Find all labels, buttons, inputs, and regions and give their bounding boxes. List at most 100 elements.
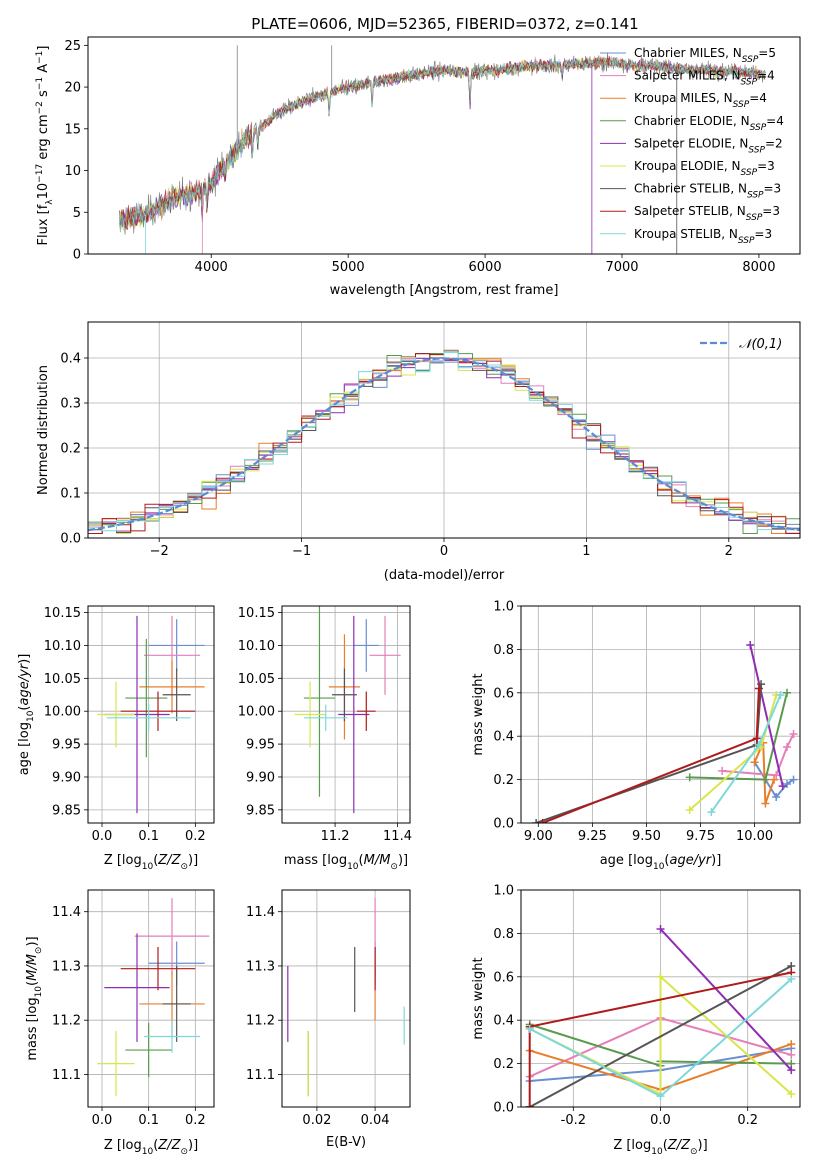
- residuals-ytick-label: 0.2: [60, 442, 81, 457]
- spectrum-xtick-label: 6000: [469, 260, 502, 275]
- weight_vs_age-marker-4: [783, 688, 792, 697]
- weight_vs_age-marker-1: [783, 779, 792, 788]
- spectrum-xtick-label: 5000: [332, 260, 365, 275]
- age_vs_mass-ytick-label: 10.05: [238, 672, 275, 687]
- weight_vs_age-marker-7: [757, 680, 766, 689]
- mass-vs-z-xlabel-part: (: [153, 1138, 158, 1153]
- spectrum-legend-label-8: Salpeter STELIB, NSSP=3: [634, 204, 780, 223]
- age-vs-z-ylabel-part: age [log: [17, 722, 32, 775]
- weight_vs_age-marker-7: [532, 819, 541, 823]
- age_vs_mass-points-group: [294, 606, 401, 814]
- mass_vs_ebv-ytick-label: 11.4: [246, 905, 275, 920]
- spectrum-legend-label-5-part: Salpeter ELODIE, N: [634, 136, 748, 150]
- spectrum-legend-label-7-part: =3: [764, 182, 782, 196]
- spectrum-legend-label-6-part: =3: [757, 159, 775, 173]
- weight_vs_age-ytick-label: 0.4: [493, 730, 514, 745]
- weight_vs_age-marker-2: [783, 743, 792, 752]
- age_vs_mass-xtick-label: 11.4: [383, 829, 412, 844]
- mass_vs_ebv-xtick-label: 0.02: [302, 1113, 331, 1128]
- spectrum-ylabel-part: −1: [35, 77, 45, 90]
- weight-vs-z-xlabel-part: (: [663, 1138, 668, 1153]
- weight-vs-z-xlabel-part: Z/Z: [667, 1138, 691, 1153]
- spectrum-legend-label-3-part: SSP: [733, 100, 750, 110]
- age-vs-z-xlabel-part: (: [153, 853, 158, 868]
- spectrum-legend-label-2-part: SSP: [741, 78, 758, 88]
- weight_vs_Z-marker-9: [787, 974, 796, 983]
- spectrum-series-group: [119, 45, 767, 254]
- age-vs-mass-xlabel-part: mass [log: [284, 853, 347, 868]
- age-vs-z-xlabel: Z [log10(Z/Z⊙)]: [104, 853, 198, 872]
- weight_vs_age-marker-8: [538, 819, 547, 823]
- age-vs-z-ylabel-part: 10: [26, 710, 36, 722]
- weight_vs_Z-marker-9: [656, 1092, 665, 1101]
- mass-vs-z-ylabel-part: (: [25, 981, 40, 986]
- spectrum-ylabel-part: −17: [35, 164, 45, 183]
- age_vs_mass-xtick-label: 11.2: [321, 829, 350, 844]
- mass-vs-z-xlabel-part: Z/Z: [157, 1138, 181, 1153]
- mass_vs_ebv-ytick-label: 11.3: [246, 959, 275, 974]
- residuals-xtick-label: −2: [150, 544, 169, 559]
- mass_vs_Z-frame: [87, 889, 215, 1108]
- spectrum-legend-label-3-part: Kroupa MILES, N: [634, 91, 733, 105]
- spectrum-legend-label-2-part: Salpeter MILES, N: [634, 69, 741, 83]
- spectrum-ylabel-part: A: [36, 64, 51, 77]
- spectrum-model-line-9: [119, 56, 766, 230]
- spectrum-legend-label-7-part: SSP: [747, 191, 764, 201]
- spectrum-legend-label-1-part: SSP: [742, 55, 759, 65]
- weight_vs_age-ytick-label: 1.0: [493, 600, 514, 615]
- residuals-panel: −2 −1 0 1 2 0.0 0.1 0.2 0.3 0.4 (data-model)/error…: [36, 321, 801, 583]
- age-vs-z-ylabel-part: age/yr: [17, 662, 32, 705]
- age_vs_mass-panel: 11.2 11.4 9.85 9.90 9.95 10.00 10.05 10.10 10.15…: [238, 605, 412, 872]
- spectrum-legend-label-4-part: Chabrier ELODIE, N: [634, 114, 750, 128]
- weight_vs_age-ylabel: mass weight: [471, 673, 486, 755]
- panels: 4000 5000 6000 7000 80000510152025wavelength…: [17, 36, 801, 1157]
- spectrum-legend-label-1-part: =5: [758, 46, 776, 60]
- weight_vs_age-xtick-label: 9.75: [686, 829, 715, 844]
- spectrum-ylabel-part: −1: [35, 51, 45, 64]
- weight_vs_age-lines-group: [532, 641, 798, 823]
- spectrum-legend-label-3-part: =4: [749, 91, 767, 105]
- spectrum-ylabel-part: ]: [36, 46, 51, 51]
- age_vs_mass-ytick-label: 10.00: [238, 705, 275, 720]
- age_vs_mass-ytick-label: 9.85: [246, 803, 275, 818]
- weight_vs_Z-lines-group: [525, 925, 796, 1107]
- mass-vs-z-ylabel-part: )]: [25, 936, 40, 946]
- weight_vs_age-marker-9: [754, 740, 763, 749]
- residuals-xtick-label: 2: [725, 544, 733, 559]
- spectrum-legend-label-4-part: =4: [766, 114, 784, 128]
- mass_vs_Z-panel: 0.0 0.1 0.211.111.211.311.4Z [log10(Z/Z⊙)]…: [25, 889, 215, 1157]
- weight_vs_age-marker-8: [752, 734, 761, 743]
- age_vs_Z-panel: 0.0 0.1 0.2 9.85 9.90 9.95 10.00 10.05 10.10 10.1…: [17, 605, 215, 872]
- mass_vs_ebv-ytick-label: 11.1: [246, 1068, 275, 1083]
- mass-vs-z-ylabel: mass [log10(M/M⊙)]: [25, 936, 44, 1060]
- mass-vs-z-xlabel-part: )]: [188, 1138, 198, 1153]
- spectrum-ytick-label: 20: [64, 81, 81, 96]
- weight_vs_Z-frame: [520, 889, 801, 1108]
- normal-legend-label: 𝒩(0,1): [739, 337, 782, 352]
- age-vs-z-ylabel-part: )]: [17, 654, 32, 664]
- mass_vs_Z-ytick-label: 11.2: [52, 1014, 81, 1029]
- spectrum-ylabel-part: λ: [45, 199, 55, 205]
- residuals-xtick-label: 1: [582, 544, 590, 559]
- spectrum-legend-label-2: Salpeter MILES, NSSP=4: [634, 69, 775, 88]
- spectrum-xtick-label: 8000: [742, 260, 775, 275]
- residuals-ytick-label: 0.0: [60, 532, 81, 547]
- spectrum-legend-label-1-part: Chabrier MILES, N: [634, 46, 742, 60]
- weight_vs_age-marker-2: [772, 771, 781, 780]
- weight_vs_age-marker-3: [761, 799, 770, 808]
- residual-histogram-group: [88, 349, 800, 534]
- mass_vs_Z-points-group: [97, 898, 210, 1097]
- weight_vs_age-xtick-label: 9.00: [524, 829, 553, 844]
- age-vs-z-xlabel-part: )]: [188, 853, 198, 868]
- age_vs_Z-xtick-label: 0.1: [138, 829, 159, 844]
- weight_vs_Z-xtick-label: 0.0: [650, 1113, 671, 1128]
- spectrum-legend-label-5: Salpeter ELODIE, NSSP=2: [634, 136, 783, 155]
- weight-vs-age-xlabel-part: age/yr: [669, 853, 712, 868]
- normal-distribution-curve: [88, 357, 800, 532]
- mass_vs_ebv-panel: 0.02 0.04 11.1 11.2 11.3 11.4 E(B-V): [246, 889, 411, 1150]
- age_vs_Z-ytick-label: 9.90: [52, 770, 81, 785]
- weight_vs_Z-line-7: [529, 965, 792, 1107]
- mass-vs-ebv-xlabel: E(B-V): [326, 1135, 366, 1150]
- weight_vs_age-xtick-label: 10.00: [736, 829, 773, 844]
